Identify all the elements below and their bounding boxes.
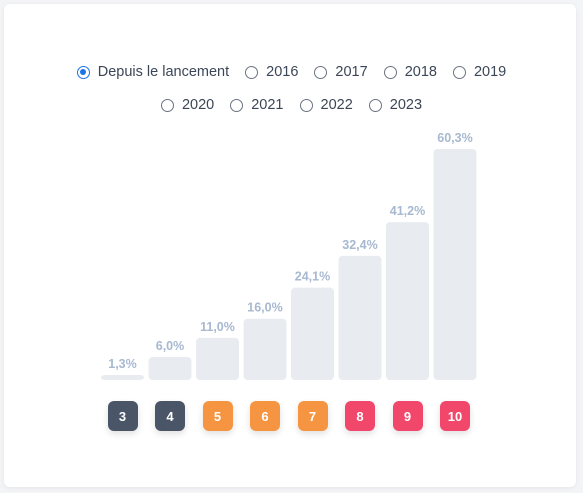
category-badge-8: 8 bbox=[345, 401, 375, 431]
radio-2017[interactable]: 2017 bbox=[314, 64, 368, 80]
radio-label: 2019 bbox=[473, 64, 507, 80]
bar-value-label: 32,4% bbox=[342, 238, 377, 252]
radio-2022[interactable]: 2022 bbox=[299, 97, 353, 113]
bar-5 bbox=[196, 337, 239, 380]
radio-2020[interactable]: 2020 bbox=[160, 97, 215, 113]
bar-4 bbox=[148, 357, 192, 380]
bar-value-label: 41,2% bbox=[390, 204, 425, 218]
radio-label: 2020 bbox=[181, 97, 215, 113]
radio-2023[interactable]: 2023 bbox=[368, 97, 423, 113]
period-radio-row-1: Depuis le lancement 2016 2017 2018 2019 bbox=[0, 64, 583, 80]
radio-2019[interactable]: 2019 bbox=[452, 64, 507, 80]
radio-circle-icon bbox=[368, 98, 382, 112]
bar-6 bbox=[243, 318, 287, 380]
bar-10 bbox=[433, 149, 477, 380]
radio-label: Depuis le lancement bbox=[97, 64, 230, 80]
radio-label: 2023 bbox=[389, 97, 423, 113]
bar-value-label: 24,1% bbox=[295, 270, 330, 284]
bar-3 bbox=[101, 375, 144, 380]
bar-value-label: 16,0% bbox=[247, 301, 282, 315]
category-badge-6: 6 bbox=[250, 401, 280, 431]
bar-value-label: 6,0% bbox=[156, 339, 185, 353]
radio-label: 2017 bbox=[335, 64, 368, 80]
radio-2021[interactable]: 2021 bbox=[230, 97, 284, 113]
radio-depuis-le-lancement[interactable]: Depuis le lancement bbox=[76, 64, 230, 80]
bar-7 bbox=[291, 287, 334, 380]
bar-9 bbox=[386, 222, 429, 380]
radio-label: 2016 bbox=[266, 64, 299, 80]
bar-8 bbox=[338, 255, 382, 380]
radio-label: 2021 bbox=[251, 97, 284, 113]
radio-circle-icon bbox=[230, 98, 244, 112]
radio-circle-icon bbox=[245, 65, 259, 79]
category-badge-4: 4 bbox=[155, 401, 185, 431]
radio-circle-icon bbox=[160, 98, 174, 112]
radio-circle-icon bbox=[452, 65, 466, 79]
bar-value-label: 1,3% bbox=[108, 357, 137, 371]
category-badge-10: 10 bbox=[440, 401, 470, 431]
radio-2018[interactable]: 2018 bbox=[383, 64, 437, 80]
radio-circle-icon bbox=[299, 98, 313, 112]
bar-value-label: 11,0% bbox=[200, 320, 235, 334]
period-radio-row-2: 2020 2021 2022 2023 bbox=[0, 97, 583, 113]
category-badge-7: 7 bbox=[297, 401, 328, 431]
radio-2016[interactable]: 2016 bbox=[245, 64, 298, 80]
radio-circle-icon bbox=[76, 65, 90, 79]
performance-card bbox=[4, 4, 576, 487]
radio-label: 2022 bbox=[320, 97, 353, 113]
category-badge-3: 3 bbox=[107, 401, 138, 431]
radio-label: 2018 bbox=[404, 64, 437, 80]
category-badge-5: 5 bbox=[202, 401, 233, 431]
radio-circle-icon bbox=[383, 65, 397, 79]
category-badge-9: 9 bbox=[392, 401, 423, 431]
bar-value-label: 60,3% bbox=[437, 131, 472, 145]
radio-circle-icon bbox=[314, 65, 328, 79]
